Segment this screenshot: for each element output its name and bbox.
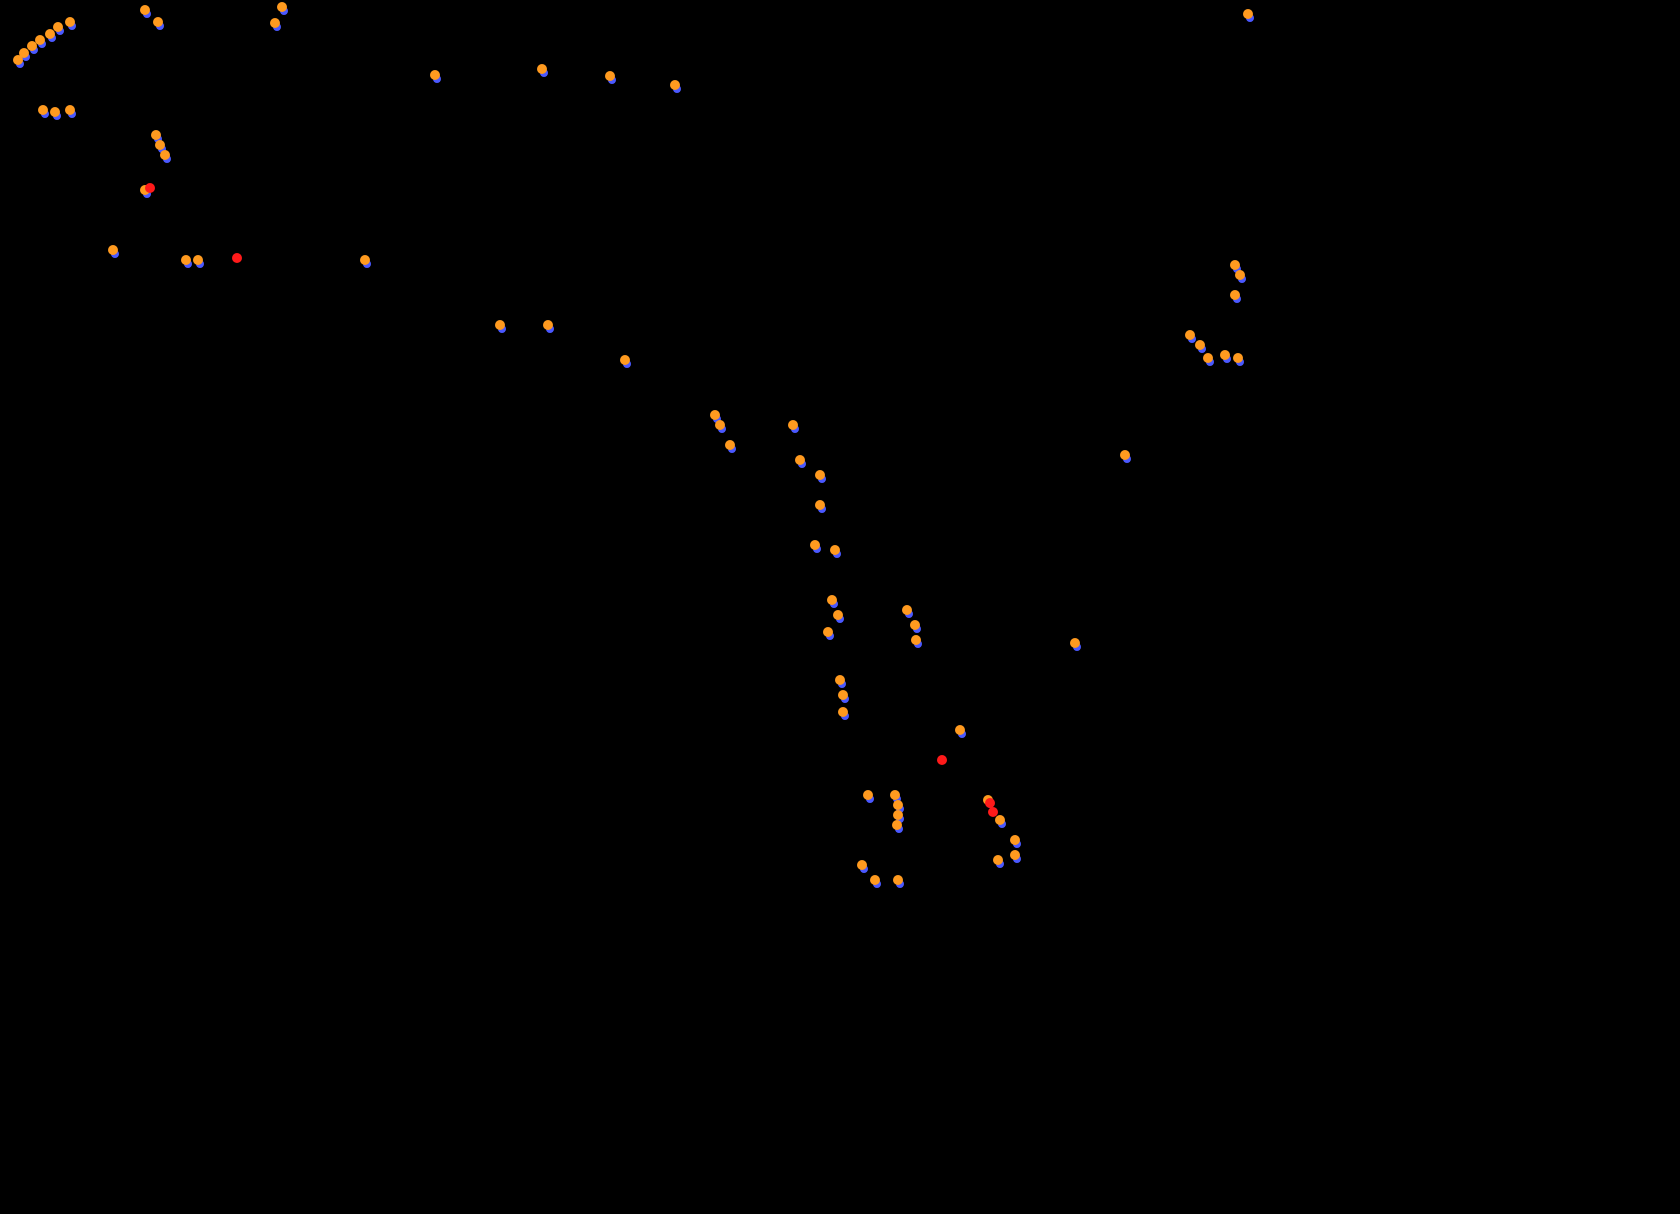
scatter-point <box>495 320 505 330</box>
scatter-point <box>838 690 848 700</box>
scatter-point <box>1230 290 1240 300</box>
scatter-point <box>988 807 998 817</box>
scatter-point <box>160 150 170 160</box>
scatter-point <box>145 183 155 193</box>
scatter-point <box>153 17 163 27</box>
scatter-point <box>1230 260 1240 270</box>
scatter-point <box>1203 353 1213 363</box>
scatter-point <box>1233 353 1243 363</box>
scatter-point <box>50 107 60 117</box>
scatter-point <box>1235 270 1245 280</box>
scatter-point <box>993 855 1003 865</box>
scatter-point <box>902 605 912 615</box>
scatter-point <box>537 64 547 74</box>
scatter-point <box>890 790 900 800</box>
scatter-point <box>155 140 165 150</box>
scatter-point <box>1243 9 1253 19</box>
scatter-point <box>151 130 161 140</box>
scatter-point <box>620 355 630 365</box>
scatter-point <box>838 707 848 717</box>
scatter-point <box>911 635 921 645</box>
scatter-point <box>605 71 615 81</box>
scatter-point <box>38 105 48 115</box>
scatter-point <box>810 540 820 550</box>
scatter-point <box>1120 450 1130 460</box>
scatter-point <box>140 5 150 15</box>
scatter-point <box>710 410 720 420</box>
scatter-point <box>863 790 873 800</box>
scatter-plot <box>0 0 1680 1214</box>
scatter-point <box>893 875 903 885</box>
scatter-point <box>725 440 735 450</box>
scatter-point <box>893 810 903 820</box>
scatter-point <box>181 255 191 265</box>
scatter-point <box>270 18 280 28</box>
scatter-point <box>833 610 843 620</box>
scatter-point <box>1010 835 1020 845</box>
scatter-point <box>788 420 798 430</box>
scatter-point <box>857 860 867 870</box>
scatter-point <box>232 253 242 263</box>
scatter-point <box>277 2 287 12</box>
scatter-point <box>830 545 840 555</box>
scatter-point <box>910 620 920 630</box>
scatter-point <box>870 875 880 885</box>
scatter-point <box>893 800 903 810</box>
scatter-point <box>65 17 75 27</box>
scatter-point <box>108 245 118 255</box>
scatter-point <box>53 22 63 32</box>
scatter-point <box>1220 350 1230 360</box>
scatter-point <box>815 500 825 510</box>
scatter-point <box>430 70 440 80</box>
scatter-point <box>360 255 370 265</box>
scatter-point <box>670 80 680 90</box>
scatter-point <box>1185 330 1195 340</box>
scatter-point <box>715 420 725 430</box>
scatter-point <box>955 725 965 735</box>
scatter-point <box>892 820 902 830</box>
scatter-point <box>543 320 553 330</box>
scatter-point <box>995 815 1005 825</box>
scatter-point <box>795 455 805 465</box>
scatter-point <box>815 470 825 480</box>
scatter-point <box>835 675 845 685</box>
scatter-point <box>827 595 837 605</box>
scatter-point <box>937 755 947 765</box>
scatter-point <box>65 105 75 115</box>
scatter-point <box>193 255 203 265</box>
scatter-point <box>1010 850 1020 860</box>
scatter-point <box>1195 340 1205 350</box>
scatter-point <box>1070 638 1080 648</box>
scatter-point <box>35 35 45 45</box>
scatter-point <box>823 627 833 637</box>
